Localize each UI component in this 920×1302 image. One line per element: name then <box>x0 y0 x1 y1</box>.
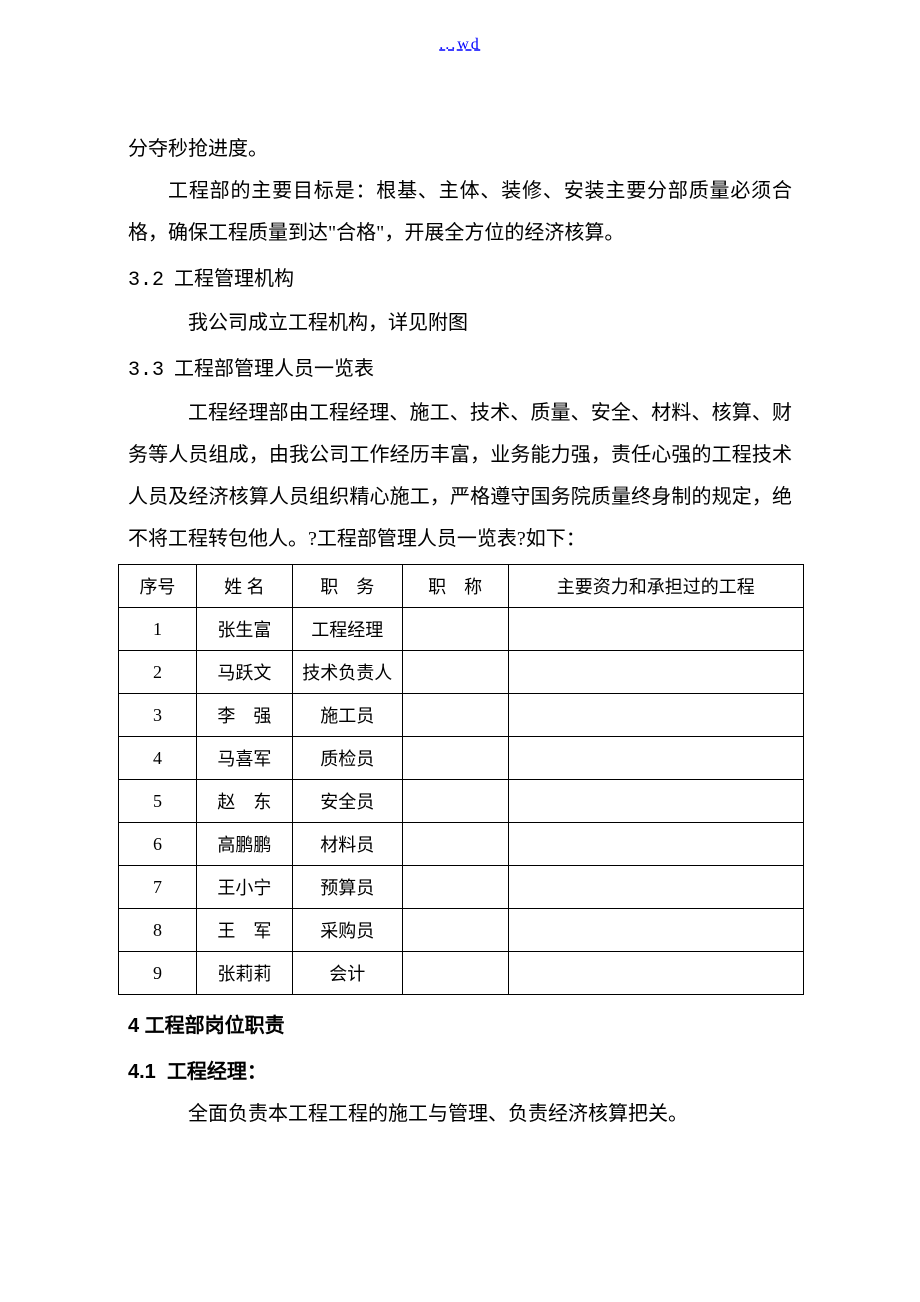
table-cell-qual <box>508 737 803 780</box>
table-row: 4马喜军质检员 <box>119 737 804 780</box>
personnel-table: 序号 姓 名 职 务 职 称 主要资力和承担过的工程 1张生富工程经理2马跃文技… <box>118 564 804 995</box>
section-title: 工程部管理人员一览表 <box>174 358 374 380</box>
table-cell-name: 马喜军 <box>196 737 292 780</box>
table-cell-seq: 6 <box>119 823 197 866</box>
table-cell-name: 王 军 <box>196 909 292 952</box>
table-cell-seq: 4 <box>119 737 197 780</box>
table-row: 8王 军采购员 <box>119 909 804 952</box>
section-num: 3.3 <box>128 359 164 382</box>
table-cell-title <box>402 909 508 952</box>
table-row: 5赵 东安全员 <box>119 780 804 823</box>
section-title: 工程经理： <box>167 1061 267 1083</box>
table-row: 9张莉莉会计 <box>119 952 804 995</box>
table-cell-title <box>402 780 508 823</box>
table-cell-name: 赵 东 <box>196 780 292 823</box>
table-cell-qual <box>508 694 803 737</box>
section-3-2-heading: 3.2 工程管理机构 <box>128 258 792 302</box>
table-cell-duty: 质检员 <box>292 737 402 780</box>
table-cell-duty: 预算员 <box>292 866 402 909</box>
table-cell-seq: 9 <box>119 952 197 995</box>
table-cell-duty: 技术负责人 <box>292 651 402 694</box>
table-cell-qual <box>508 608 803 651</box>
table-cell-seq: 5 <box>119 780 197 823</box>
table-cell-qual <box>508 823 803 866</box>
table-cell-qual <box>508 952 803 995</box>
section-4-heading: 4 工程部岗位职责 <box>128 1005 792 1047</box>
table-row: 6高鹏鹏材料员 <box>119 823 804 866</box>
table-row: 2马跃文技术负责人 <box>119 651 804 694</box>
section-3-3-heading: 3.3 工程部管理人员一览表 <box>128 348 792 392</box>
table-cell-seq: 7 <box>119 866 197 909</box>
table-cell-title <box>402 608 508 651</box>
table-cell-qual <box>508 909 803 952</box>
section-num: 3.2 <box>128 269 164 292</box>
table-cell-seq: 2 <box>119 651 197 694</box>
paragraph-3: 我公司成立工程机构，详见附图 <box>128 302 792 344</box>
table-cell-duty: 采购员 <box>292 909 402 952</box>
table-header-duty: 职 务 <box>292 565 402 608</box>
paragraph-5: 全面负责本工程工程的施工与管理、负责经济核算把关。 <box>128 1093 792 1135</box>
table-cell-title <box>402 952 508 995</box>
section-num: 4.1 <box>128 1061 156 1083</box>
table-header-title: 职 称 <box>402 565 508 608</box>
table-cell-title <box>402 737 508 780</box>
table-row: 3李 强施工员 <box>119 694 804 737</box>
table-cell-name: 李 强 <box>196 694 292 737</box>
table-header-seq: 序号 <box>119 565 197 608</box>
table-row: 1张生富工程经理 <box>119 608 804 651</box>
header-link[interactable]: ...wd <box>439 36 481 54</box>
paragraph-2: 工程部的主要目标是：根基、主体、装修、安装主要分部质量必须合格，确保工程质量到达… <box>128 170 792 254</box>
table-cell-seq: 8 <box>119 909 197 952</box>
table-cell-seq: 1 <box>119 608 197 651</box>
table-header-qual: 主要资力和承担过的工程 <box>508 565 803 608</box>
table-cell-seq: 3 <box>119 694 197 737</box>
table-cell-name: 高鹏鹏 <box>196 823 292 866</box>
table-cell-title <box>402 866 508 909</box>
table-cell-duty: 会计 <box>292 952 402 995</box>
table-cell-duty: 材料员 <box>292 823 402 866</box>
table-header-name: 姓 名 <box>196 565 292 608</box>
table-cell-duty: 安全员 <box>292 780 402 823</box>
document-content: 分夺秒抢进度。 工程部的主要目标是：根基、主体、装修、安装主要分部质量必须合格，… <box>128 128 792 1135</box>
table-cell-name: 马跃文 <box>196 651 292 694</box>
table-cell-title <box>402 823 508 866</box>
table-cell-qual <box>508 780 803 823</box>
table-cell-name: 张生富 <box>196 608 292 651</box>
table-cell-qual <box>508 866 803 909</box>
section-title: 工程管理机构 <box>174 268 294 290</box>
table-cell-duty: 工程经理 <box>292 608 402 651</box>
table-cell-qual <box>508 651 803 694</box>
paragraph-1: 分夺秒抢进度。 <box>128 128 792 170</box>
table-cell-duty: 施工员 <box>292 694 402 737</box>
table-cell-name: 张莉莉 <box>196 952 292 995</box>
table-cell-name: 王小宁 <box>196 866 292 909</box>
table-cell-title <box>402 694 508 737</box>
table-cell-title <box>402 651 508 694</box>
section-4-1-heading: 4.1 工程经理： <box>128 1051 792 1093</box>
paragraph-4: 工程经理部由工程经理、施工、技术、质量、安全、材料、核算、财务等人员组成，由我公… <box>128 392 792 560</box>
table-row: 7王小宁预算员 <box>119 866 804 909</box>
table-header-row: 序号 姓 名 职 务 职 称 主要资力和承担过的工程 <box>119 565 804 608</box>
